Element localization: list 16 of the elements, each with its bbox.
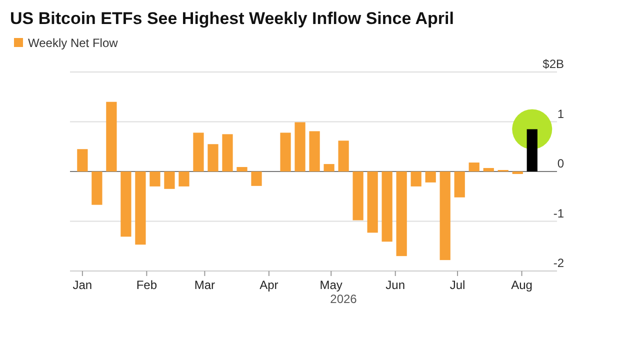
- x-axis-title: 2026: [330, 292, 358, 306]
- y-tick-label: $2B: [542, 57, 564, 71]
- legend-label: Weekly Net Flow: [28, 36, 118, 50]
- x-tick-label: Jul: [450, 278, 466, 292]
- x-tick-label: May: [320, 278, 342, 292]
- x-tick-label: Feb: [136, 278, 158, 292]
- y-tick-label: 1: [557, 106, 564, 121]
- y-tick-label: -1: [553, 206, 564, 220]
- x-tick-label: Apr: [260, 278, 278, 292]
- x-tick-label: Jun: [386, 278, 406, 292]
- y-tick-label: -2: [553, 256, 564, 270]
- chart-title: US Bitcoin ETFs See Highest Weekly Inflow Since April: [10, 9, 454, 28]
- y-tick-label: 0: [557, 156, 564, 170]
- x-tick-label: Mar: [194, 278, 216, 292]
- x-tick-label: Aug: [511, 278, 532, 292]
- x-tick-label: Jan: [72, 278, 92, 292]
